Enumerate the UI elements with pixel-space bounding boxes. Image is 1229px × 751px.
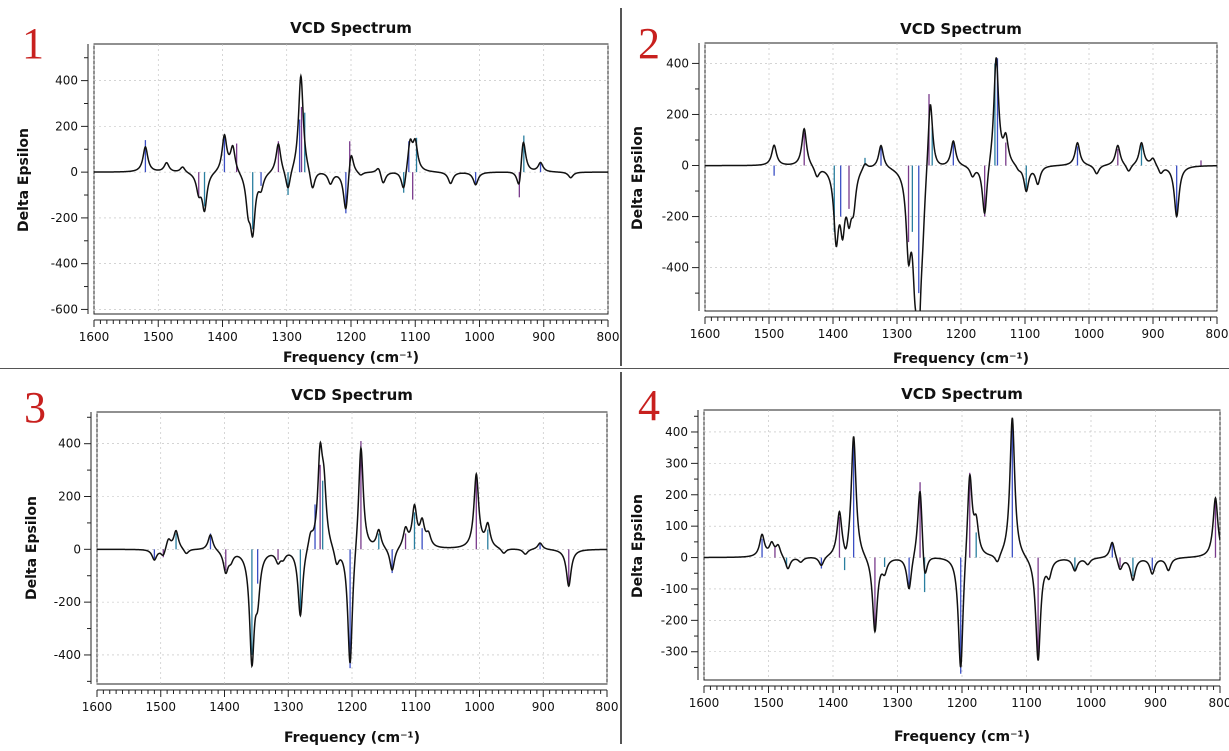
y-tick-label: 0 [681, 159, 689, 173]
x-axis-label: Frequency (cm⁻¹) [893, 351, 1029, 367]
data-layer [94, 73, 608, 239]
x-tick-label: 900 [1144, 696, 1167, 710]
y-tick-label: 400 [666, 56, 689, 70]
x-tick-label: 1600 [82, 700, 113, 714]
x-tick-label: 1600 [690, 327, 721, 341]
y-tick-label: -400 [662, 261, 689, 275]
y-tick-label: 0 [680, 551, 688, 565]
x-tick-label: 1300 [271, 330, 302, 344]
x-axis-label: Frequency (cm⁻¹) [894, 729, 1030, 745]
data-layer [704, 417, 1220, 674]
y-axis-label: Delta Epsilon [630, 494, 646, 598]
x-tick-label: 1100 [1010, 327, 1041, 341]
x-tick-label: 900 [532, 330, 555, 344]
x-tick-label: 800 [1206, 327, 1229, 341]
panel-number-label: 2 [638, 19, 660, 68]
vcd-spectrum-panel-4: 4 VCD Spectrum 1600 1500 1400 1300 1200 1100 100… [622, 370, 1229, 751]
y-tick-label: 400 [58, 437, 81, 451]
panel-number-label: 1 [22, 19, 44, 68]
y-tick-label: -600 [51, 302, 78, 316]
vcd-chart-svg: 1 VCD Spectrum 1600 1500 1400 1300 1200 1100 100… [16, 19, 620, 366]
y-tick-label: 400 [55, 74, 78, 88]
y-tick-label: -400 [51, 257, 78, 271]
x-tick-label: 1100 [400, 700, 431, 714]
x-tick-label: 1000 [1076, 696, 1107, 710]
y-tick-label: -200 [662, 210, 689, 224]
y-tick-label: -400 [54, 648, 81, 662]
y-tick-label: 0 [70, 165, 78, 179]
x-tick-label: 1500 [754, 327, 785, 341]
x-tick-label: 800 [597, 330, 620, 344]
chart-title: VCD Spectrum [900, 20, 1022, 38]
vcd-chart-svg: 2 VCD Spectrum 1600 1500 1400 1300 1200 1100 100… [630, 19, 1229, 367]
x-tick-label: 900 [1142, 327, 1165, 341]
data-layer [705, 57, 1217, 311]
y-tick-label: -300 [661, 645, 688, 659]
data-layer [97, 440, 607, 669]
x-tick-label: 1600 [79, 330, 110, 344]
y-tick-label: 200 [666, 107, 689, 121]
x-tick-label: 800 [596, 700, 619, 714]
x-tick-label: 800 [1209, 696, 1229, 710]
x-tick-label: 1300 [882, 327, 913, 341]
x-tick-label: 1400 [209, 700, 240, 714]
spectrum-line [704, 417, 1220, 668]
horizontal-divider [0, 368, 1229, 369]
vertical-divider-top [620, 8, 622, 366]
x-tick-label: 1400 [818, 696, 849, 710]
x-tick-label: 1100 [1011, 696, 1042, 710]
x-tick-label: 1200 [336, 330, 367, 344]
x-tick-label: 1200 [337, 700, 368, 714]
vcd-chart-svg: 3 VCD Spectrum 1600 1500 1400 1300 1200 1100 100… [24, 383, 619, 746]
x-tick-label: 1600 [689, 696, 720, 710]
x-tick-label: 1100 [400, 330, 431, 344]
x-tick-label: 1300 [882, 696, 913, 710]
x-tick-label: 1500 [143, 330, 174, 344]
x-tick-label: 1200 [947, 696, 978, 710]
y-tick-label: 200 [55, 119, 78, 133]
y-tick-label: -200 [54, 595, 81, 609]
vcd-spectrum-panel-2: 2 VCD Spectrum 1600 1500 1400 1300 1200 1100 100… [622, 0, 1229, 368]
chart-title: VCD Spectrum [901, 385, 1023, 403]
x-axis-label: Frequency (cm⁻¹) [283, 350, 419, 366]
chart-title: VCD Spectrum [291, 386, 413, 404]
x-tick-label: 1200 [946, 327, 977, 341]
x-tick-label: 1000 [1074, 327, 1105, 341]
x-tick-label: 1000 [464, 330, 495, 344]
y-tick-label: 0 [73, 542, 81, 556]
y-tick-label: 300 [665, 456, 688, 470]
y-tick-label: -200 [661, 613, 688, 627]
x-tick-label: 1500 [145, 700, 176, 714]
y-tick-label: -100 [661, 582, 688, 596]
spectrum-line [97, 440, 607, 669]
y-tick-label: 200 [58, 490, 81, 504]
y-axis-label: Delta Epsilon [24, 496, 40, 600]
spectrum-line [705, 57, 1217, 311]
spectrum-line [94, 73, 608, 239]
x-tick-label: 1500 [753, 696, 784, 710]
vcd-spectrum-panel-3: 3 VCD Spectrum 1600 1500 1400 1300 1200 1100 100… [0, 370, 620, 751]
panel-number-label: 3 [24, 383, 46, 432]
plot-area [704, 42, 1218, 312]
y-tick-label: 200 [665, 488, 688, 502]
y-tick-label: 400 [665, 425, 688, 439]
x-axis-label: Frequency (cm⁻¹) [284, 730, 420, 746]
vcd-spectrum-panel-1: 1 VCD Spectrum 1600 1500 1400 1300 1200 1100 100… [0, 0, 620, 368]
x-tick-label: 1400 [207, 330, 238, 344]
x-tick-label: 1000 [464, 700, 495, 714]
panel-number-label: 4 [638, 381, 660, 430]
y-axis-label: Delta Epsilon [16, 128, 32, 232]
chart-title: VCD Spectrum [290, 19, 412, 37]
vertical-divider-bottom [620, 372, 622, 744]
vcd-chart-svg: 4 VCD Spectrum 1600 1500 1400 1300 1200 1100 100… [630, 381, 1229, 745]
x-tick-label: 1300 [273, 700, 304, 714]
x-tick-label: 900 [532, 700, 555, 714]
y-axis-label: Delta Epsilon [630, 126, 646, 230]
y-tick-label: -200 [51, 211, 78, 225]
x-tick-label: 1400 [818, 327, 849, 341]
y-tick-label: 100 [665, 519, 688, 533]
